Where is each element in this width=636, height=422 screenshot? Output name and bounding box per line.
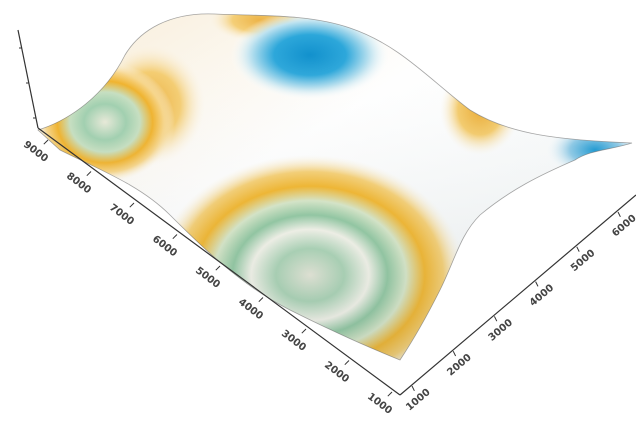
y-axis-tick-label: 2000 [445, 352, 473, 378]
axes [17, 29, 636, 396]
x-axis-tick-mark [172, 234, 178, 240]
x-axis-tick-mark [387, 391, 393, 397]
x-axis-tick-mark [86, 171, 92, 177]
x-axis-tick-mark [43, 139, 49, 145]
z-axis-ticks [19, 47, 36, 119]
x-axis-line [37, 127, 401, 396]
y-axis-tick-mark [535, 281, 539, 287]
y-axis-tick-label: 5000 [569, 248, 597, 274]
y-axis-tick-mark [576, 246, 580, 252]
y-axis-tick-mark [617, 211, 621, 218]
x-axis-tick-mark [301, 328, 307, 334]
y-axis-tick-label: 1000 [404, 387, 432, 413]
y-axis-tick-label: 3000 [487, 317, 515, 343]
x-axis-tick-mark [258, 297, 264, 303]
y-axis-tick-label: 6000 [610, 213, 636, 239]
y-axis-tick-label: 4000 [528, 283, 556, 309]
x-axis-tick-mark [215, 265, 221, 271]
z-axis-line [17, 29, 39, 129]
x-axis-tick-mark [344, 360, 350, 366]
y-axis-tick-mark [493, 316, 498, 322]
y-axis-line [399, 194, 636, 396]
y-axis-tick-mark [452, 350, 457, 357]
y-axis-tick-mark [411, 385, 415, 392]
x-axis-tick-mark [129, 202, 135, 208]
